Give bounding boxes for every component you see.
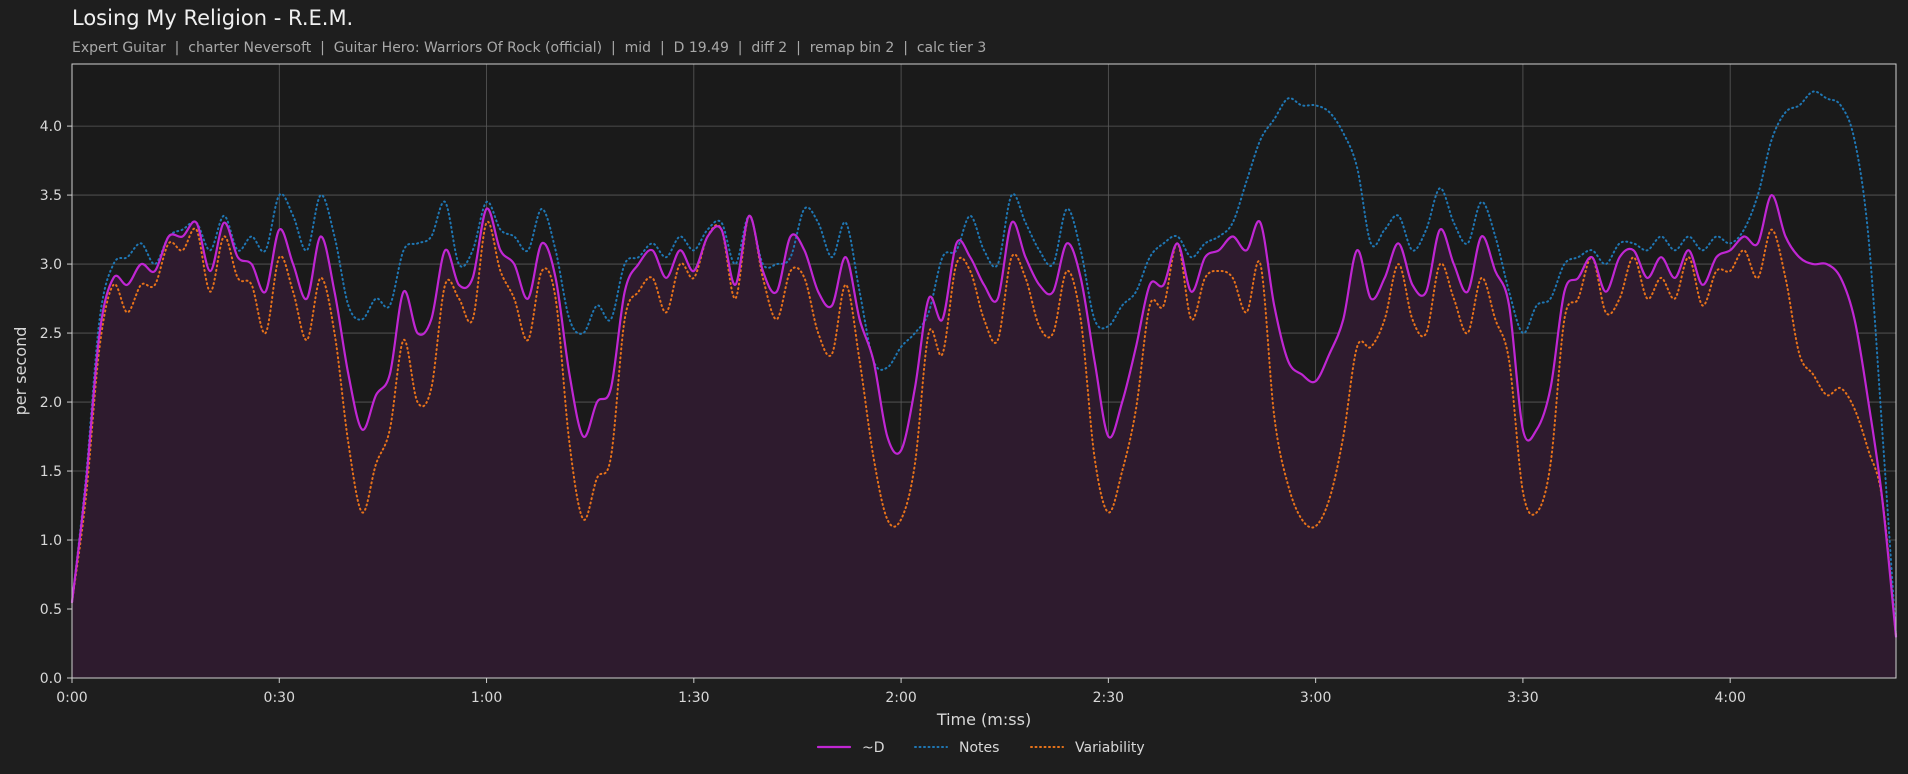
- x-tick-label: 0:00: [56, 690, 87, 706]
- y-tick-label: 1.0: [40, 533, 62, 549]
- legend-label: Variability: [1075, 740, 1145, 756]
- y-tick-label: 4.0: [40, 119, 62, 135]
- x-axis-label: Time (m:ss): [936, 710, 1031, 729]
- x-tick-label: 0:30: [264, 690, 295, 706]
- plot-frame: [71, 63, 1897, 679]
- y-axis-ticks: 0.0 0.5 1.0 1.5 2.0 2.5 3.0 3.5 4.0: [40, 119, 72, 687]
- y-tick-label: 2.0: [40, 395, 62, 411]
- legend: ~D Notes Variability: [816, 740, 1145, 756]
- legend-label: ~D: [862, 740, 885, 756]
- y-tick-label: 3.0: [40, 257, 62, 273]
- x-tick-label: 2:30: [1093, 690, 1124, 706]
- y-tick-label: 2.5: [40, 326, 62, 342]
- y-tick-label: 1.5: [40, 464, 62, 480]
- chart-title: Losing My Religion - R.E.M.: [72, 6, 354, 30]
- series-line-variability: [71, 214, 1897, 638]
- series-line-notes: [71, 90, 1897, 638]
- x-tick-label: 3:30: [1507, 690, 1538, 706]
- x-axis-ticks: 0:00 0:30 1:00 1:30 2:00 2:30 3:00 3:30 4:00: [56, 678, 1746, 706]
- series-layer: [70, 90, 1898, 679]
- y-tick-label: 3.5: [40, 188, 62, 204]
- series-d-fill: [72, 195, 1896, 679]
- y-tick-label: 0.0: [40, 671, 62, 687]
- x-tick-label: 1:30: [678, 690, 709, 706]
- chart-subtitle: Expert Guitar | charter Neversoft | Guit…: [72, 40, 987, 56]
- series-line-d: [70, 193, 1898, 638]
- x-tick-label: 3:00: [1300, 690, 1331, 706]
- x-tick-label: 2:00: [885, 690, 916, 706]
- x-tick-label: 4:00: [1714, 690, 1745, 706]
- x-tick-label: 1:00: [471, 690, 502, 706]
- y-tick-label: 0.5: [40, 602, 62, 618]
- legend-label: Notes: [959, 740, 999, 756]
- y-axis-label: per second: [11, 327, 30, 416]
